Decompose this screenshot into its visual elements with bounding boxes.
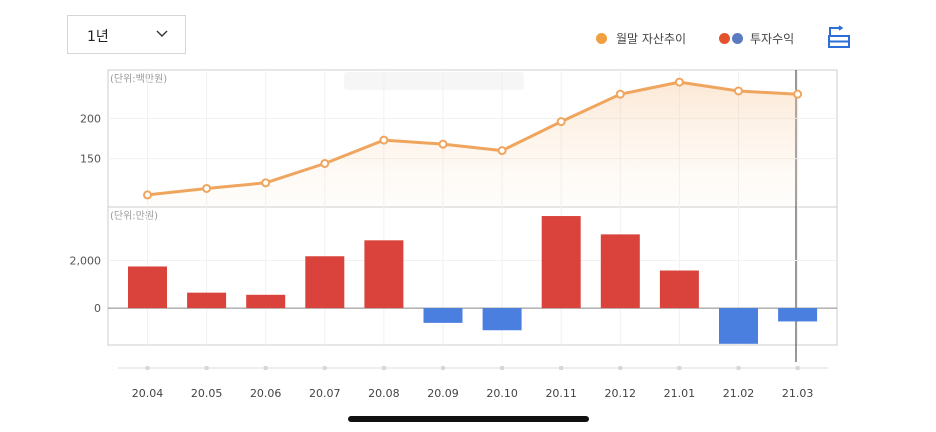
legend-asset: 월말 자산추이 — [596, 30, 686, 47]
profit-bar-positive[interactable] — [246, 294, 286, 309]
x-tick-label: 20.05 — [191, 387, 223, 400]
asset-line-point[interactable] — [202, 183, 212, 193]
legend-profit-label: 투자수익 — [750, 32, 795, 46]
x-tick-label: 20.10 — [486, 387, 518, 400]
x-tick-label: 20.09 — [427, 387, 459, 400]
x-tick-mark — [145, 366, 150, 370]
x-tick-mark — [263, 366, 268, 370]
profit-bar-positive[interactable] — [541, 216, 581, 309]
profit-bar-positive[interactable] — [305, 256, 345, 309]
asset-line-point[interactable] — [793, 89, 803, 99]
line-chart-unit-label: (단위:백만원) — [110, 72, 167, 85]
legend-profit-negative-dot — [732, 33, 743, 44]
x-tick-label: 20.07 — [309, 387, 341, 400]
asset-line-point[interactable] — [556, 117, 566, 127]
x-tick-label: 21.02 — [723, 387, 755, 400]
x-tick-mark — [677, 366, 682, 370]
x-tick-mark — [500, 366, 505, 370]
asset-line-point[interactable] — [497, 146, 507, 156]
asset-line-point[interactable] — [438, 139, 448, 149]
x-tick-mark — [795, 366, 800, 370]
profit-bar-negative[interactable] — [778, 308, 818, 322]
line-y-tick-label: 150 — [80, 153, 101, 166]
scroll-hint-handle[interactable] — [344, 72, 524, 90]
x-tick-mark — [441, 366, 445, 370]
x-tick-label: 20.08 — [368, 387, 400, 400]
legend-asset-dot — [596, 33, 607, 44]
asset-line-point[interactable] — [261, 178, 271, 188]
x-tick-mark — [618, 366, 623, 370]
legend-profit: 투자수익 — [719, 30, 794, 47]
x-tick-label: 20.06 — [250, 387, 282, 400]
x-tick-label: 21.03 — [782, 387, 814, 400]
asset-line-point[interactable] — [734, 86, 743, 96]
period-dropdown[interactable]: 1년 — [67, 15, 186, 54]
period-selected-value: 1년 — [87, 29, 109, 45]
x-tick-mark — [204, 366, 209, 370]
home-indicator — [348, 416, 589, 422]
asset-line-point[interactable] — [320, 158, 330, 168]
profit-bar-positive[interactable] — [187, 292, 227, 309]
bar-chart-unit-label: (단위:만원) — [110, 209, 158, 222]
profit-bar-negative[interactable] — [423, 308, 463, 323]
x-tick-mark — [381, 366, 386, 370]
profit-bar-positive[interactable] — [364, 240, 404, 309]
asset-line-series — [147, 80, 798, 197]
x-tick-label: 20.11 — [545, 387, 577, 400]
profit-bar-positive[interactable] — [600, 234, 640, 309]
profit-bar-negative[interactable] — [482, 308, 522, 331]
asset-line-point[interactable] — [379, 135, 389, 145]
legend-profit-positive-dot — [719, 33, 730, 44]
x-tick-mark — [559, 366, 564, 370]
x-tick-label: 20.04 — [132, 387, 164, 400]
x-tick-label: 21.01 — [664, 387, 696, 400]
asset-line-point[interactable] — [615, 89, 625, 99]
x-tick-mark — [736, 366, 741, 370]
asset-line-point[interactable] — [143, 190, 152, 200]
profit-bar-positive[interactable] — [128, 266, 167, 309]
x-tick-label: 20.12 — [605, 387, 637, 400]
asset-line-point[interactable] — [674, 77, 684, 87]
bar-y-tick-label: 2,000 — [70, 255, 102, 268]
chevron-down-icon — [156, 30, 168, 37]
asset-area-fill — [147, 82, 798, 207]
bar-y-tick-label: 0 — [94, 302, 101, 315]
legend-asset-label: 월말 자산추이 — [616, 32, 687, 46]
profit-bar-negative[interactable] — [719, 308, 758, 344]
view-toggle-icon[interactable] — [827, 25, 851, 49]
x-tick-mark — [322, 366, 327, 370]
profit-bar-positive[interactable] — [659, 270, 699, 309]
line-y-tick-label: 200 — [80, 112, 101, 125]
